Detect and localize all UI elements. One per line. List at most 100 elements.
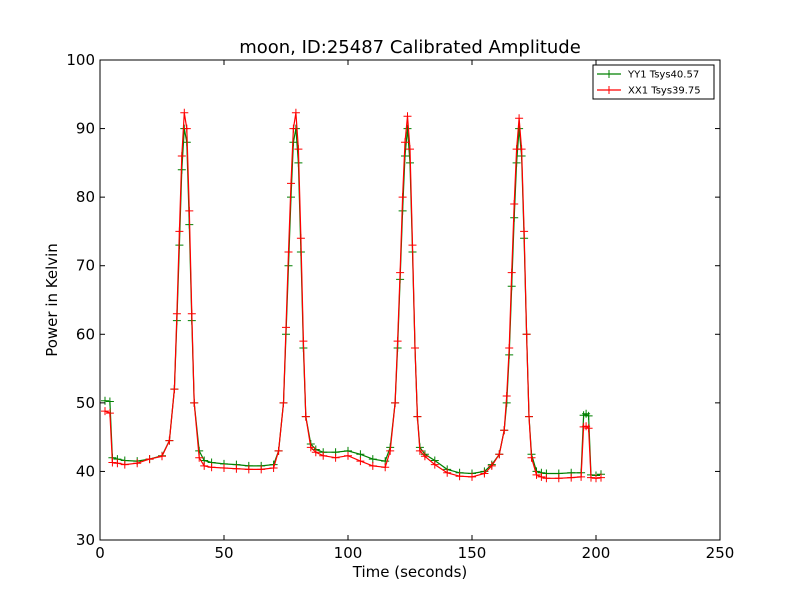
data-point [381,463,390,472]
data-point [113,459,122,468]
data-point [294,145,303,154]
data-point [207,463,216,472]
data-point [279,398,288,407]
data-point [299,337,308,346]
data-point [420,452,429,461]
plot-background [100,60,720,540]
data-point [175,227,184,236]
chart-title: moon, ID:25487 Calibrated Amplitude [239,37,581,58]
data-point [200,461,209,470]
data-point [282,323,290,332]
data-point [413,412,422,421]
data-point [408,241,417,250]
data-point [406,145,414,154]
data-point [584,424,593,433]
data-point [356,450,365,459]
series-xx1 [101,108,605,483]
x-tick-label: 150 [458,544,487,562]
data-point [430,460,439,469]
data-point [480,469,489,478]
data-point [185,206,194,215]
axis-layer: 0 50 100 150 200 250 30 40 50 60 70 80 90 100 [66,51,734,562]
data-point [133,459,142,468]
data-point [177,152,186,160]
data-point [182,124,191,133]
x-tick-label: 250 [706,544,735,562]
data-point [567,473,576,482]
data-point [170,385,179,394]
data-point [515,114,524,123]
data-point [145,455,154,464]
data-point [356,457,365,466]
plot-frame [99,59,721,541]
data-point [522,330,531,339]
y-tick-label: 50 [76,394,95,412]
y-tick-label: 70 [76,257,95,275]
data-point [291,108,300,117]
data-point [190,398,199,407]
y-tick-label: 40 [76,462,95,480]
y-tick-label: 90 [76,120,95,138]
data-point [495,450,504,459]
data-point [443,468,452,477]
data-point [105,409,114,418]
x-tick-label: 200 [582,544,611,562]
data-point [542,474,551,483]
series-layer [101,108,605,483]
y-tick-label: 100 [66,51,95,69]
x-tick-label: 0 [95,544,105,562]
data-point [532,470,541,479]
data-point [319,451,328,460]
legend-label: YY1 Tsys40.57 [627,70,699,81]
data-point [306,443,315,452]
data-point [311,448,320,457]
data-point [515,124,524,133]
data-point [411,344,419,352]
legend-marker [605,86,613,94]
data-point [391,398,400,407]
data-point [393,337,402,346]
y-axis-label: Power in Kelvin [43,243,61,357]
data-point [527,453,536,462]
data-point [403,124,412,133]
data-point [500,426,509,435]
data-point [274,446,283,455]
data-point [510,200,519,208]
data-point [525,412,533,421]
data-point [396,268,405,277]
x-tick-label: 100 [334,544,363,562]
data-point [257,465,266,474]
data-point [468,472,476,481]
data-point [344,451,352,460]
data-point [386,446,395,455]
data-point [537,472,546,481]
data-point [158,452,166,461]
data-point [301,412,310,421]
data-point [505,344,514,352]
data-point [101,396,109,405]
y-tick-label: 30 [76,531,95,549]
data-point [187,309,196,318]
x-tick-label: 50 [214,544,233,562]
data-point [220,464,228,472]
data-point [517,145,526,154]
data-point [554,474,563,483]
data-point [403,112,412,121]
data-point [120,460,129,469]
data-point [287,179,295,188]
data-point [368,461,377,470]
data-point [165,436,174,445]
legend-marker [605,70,613,78]
data-point [289,124,298,133]
legend-label: XX1 Tsys39.75 [628,86,701,97]
data-point [502,392,511,400]
legend: YY1 Tsys40.57 XX1 Tsys39.75 [592,64,715,100]
data-point [401,138,409,147]
data-point [592,474,600,483]
data-point [368,455,377,464]
data-point [398,193,407,202]
data-point [296,234,305,243]
data-point [180,108,189,117]
data-point [172,309,181,318]
